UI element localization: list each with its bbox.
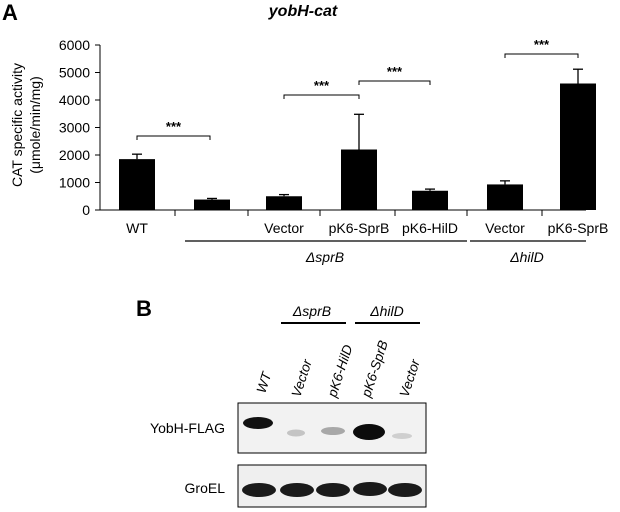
category-label: pK6-HilD <box>402 220 458 236</box>
y-axis-label: CAT specific activity (μmole/min/mg) <box>9 63 43 187</box>
y-ticks: 0 1000 2000 3000 4000 5000 6000 <box>59 37 100 218</box>
row-label-groel: GroEL <box>185 480 226 496</box>
category-label: Vector <box>264 220 304 236</box>
significance-bracket <box>504 53 579 58</box>
significance-marker: *** <box>387 64 403 79</box>
category-label: Vector <box>485 220 525 236</box>
blot-groel <box>237 464 427 508</box>
y-tick-label: 4000 <box>59 92 90 108</box>
significance-bracket <box>283 94 360 99</box>
y-axis-label-line1: CAT specific activity <box>9 63 25 187</box>
bar <box>560 83 596 210</box>
panel-a-letter: A <box>2 0 18 25</box>
band-groel-pk6-sprb <box>353 482 387 496</box>
y-tick-label: 3000 <box>59 120 90 136</box>
significance-marker: *** <box>534 37 550 52</box>
band-groel-pk6-hild <box>316 483 350 497</box>
y-tick-label: 5000 <box>59 65 90 81</box>
bar <box>341 149 377 210</box>
bar <box>487 184 523 210</box>
bar <box>194 199 230 210</box>
bar <box>412 190 448 210</box>
band-groel-wt <box>242 483 276 497</box>
category-label: pK6-SprB <box>548 220 609 236</box>
bar <box>119 159 155 210</box>
panel-b-letter: B <box>136 296 152 321</box>
significance-marker: *** <box>166 119 182 134</box>
chart-title: yobH-cat <box>268 3 338 20</box>
blot-group-label-hild: ΔhilD <box>369 303 404 319</box>
category-label: pK6-SprB <box>329 220 390 236</box>
y-axis-label-line2: (μmole/min/mg) <box>27 76 43 174</box>
group-label-hild: ΔhilD <box>509 249 544 265</box>
category-labels: WT Vector pK6-SprB pK6-HilD Vector pK6-SprB <box>126 220 608 236</box>
y-tick-label: 0 <box>82 202 90 218</box>
band-yobh-vector-2 <box>392 433 412 439</box>
y-tick-label: 2000 <box>59 147 90 163</box>
category-label: WT <box>126 220 148 236</box>
bar <box>266 196 302 210</box>
bars <box>119 68 596 216</box>
lane-label-pk6-sprb: pK6-SprB <box>358 339 391 400</box>
band-yobh-pk6-sprb <box>353 424 385 440</box>
blot-yobh-flag <box>237 402 427 454</box>
significance-bracket <box>136 135 211 140</box>
lane-label-vector: Vector <box>289 357 315 399</box>
band-groel-vector <box>280 483 314 497</box>
significance-brackets: *** *** *** *** <box>136 37 579 140</box>
blot-group-label-sprb: ΔsprB <box>292 303 331 319</box>
lane-label-pk6-hild: pK6-HilD <box>324 343 355 400</box>
band-yobh-vector <box>287 429 305 437</box>
band-yobh-pk6-hild <box>321 427 345 435</box>
band-yobh-wt <box>243 417 273 429</box>
lane-label-vector-2: Vector <box>397 357 423 399</box>
y-tick-label: 1000 <box>59 175 90 191</box>
significance-marker: *** <box>314 78 330 93</box>
group-label-sprb: ΔsprB <box>305 249 344 265</box>
row-label-yobh-flag: YobH-FLAG <box>150 420 225 436</box>
y-tick-label: 6000 <box>59 37 90 53</box>
band-groel-vector-2 <box>388 483 422 497</box>
lane-label-wt: WT <box>254 369 275 395</box>
significance-bracket <box>358 80 431 85</box>
